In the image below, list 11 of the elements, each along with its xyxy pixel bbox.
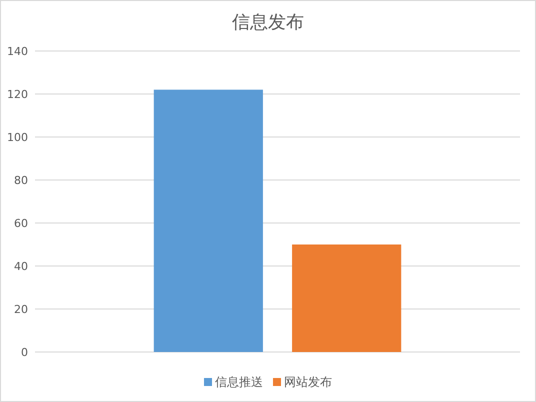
y-tick-label: 80 — [14, 174, 28, 187]
y-tick-label: 120 — [7, 88, 28, 101]
legend-label: 信息推送 — [215, 375, 263, 389]
legend-label: 网站发布 — [284, 375, 332, 389]
y-tick-label: 20 — [14, 303, 28, 316]
y-tick-label: 60 — [14, 217, 28, 230]
y-tick-label: 0 — [21, 346, 28, 359]
y-tick-label: 40 — [14, 260, 28, 273]
chart-title: 信息发布 — [232, 12, 304, 33]
y-tick-label: 100 — [7, 131, 28, 144]
y-tick-label: 140 — [7, 45, 28, 58]
